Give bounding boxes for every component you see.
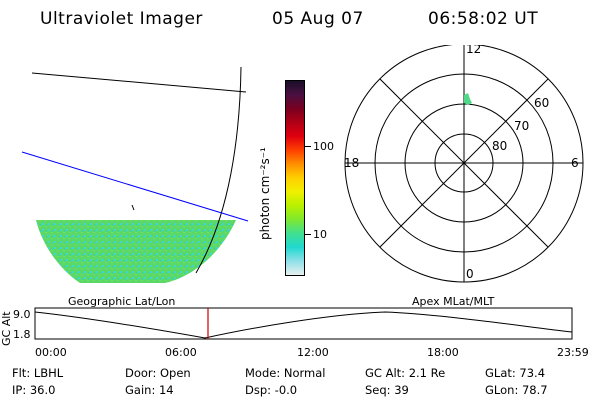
observation-time: 06:58:02 UT — [428, 9, 539, 29]
dsp-value: Dsp: -0.0 — [245, 383, 298, 397]
altitude-ylabel: GC Alt — [0, 311, 13, 346]
uv-swath — [36, 220, 236, 283]
instrument-title: Ultraviolet Imager — [40, 9, 203, 29]
coastline-mark — [131, 204, 135, 211]
xtick-1200: 12:00 — [297, 346, 329, 359]
seq-value: Seq: 39 — [365, 383, 409, 397]
lat-label-80: 80 — [492, 139, 507, 153]
glon-value: GLon: 78.7 — [485, 383, 548, 397]
colorbar-tick-10: 10 — [313, 228, 327, 241]
colorbar-tick-100: 100 — [313, 140, 334, 153]
geographic-caption: Geographic Lat/Lon — [68, 295, 176, 308]
xtick-0000: 00:00 — [35, 346, 67, 359]
longitude-grid-line — [195, 66, 242, 274]
altitude-timeline-plot: 9.0 1.8 GC Alt — [0, 307, 573, 346]
auroral-spot — [464, 93, 472, 105]
latitude-grid-line — [31, 72, 247, 93]
lat-label-70: 70 — [514, 119, 529, 133]
door-value: Door: Open — [125, 366, 191, 380]
geographic-image-panel — [21, 66, 249, 283]
glat-value: GLat: 73.4 — [485, 366, 546, 380]
gain-value: Gain: 14 — [125, 383, 174, 397]
gc-alt-value: GC Alt: 2.1 Re — [365, 366, 446, 380]
colorbar — [285, 80, 305, 276]
ip-value: IP: 36.0 — [12, 383, 56, 397]
observation-date: 05 Aug 07 — [272, 9, 364, 29]
terminator-line — [21, 151, 249, 222]
apex-caption: Apex MLat/MLT — [412, 295, 495, 308]
ytick-9-0: 9.0 — [13, 308, 31, 321]
colorbar-tick — [305, 234, 311, 235]
mode-value: Mode: Normal — [245, 366, 326, 380]
xtick-2359: 23:59 — [557, 346, 589, 359]
mlt-label-12: 12 — [466, 45, 481, 56]
lat-label-60: 60 — [534, 96, 549, 110]
mlt-label-18: 18 — [344, 156, 359, 170]
mlt-label-6: 6 — [571, 156, 579, 170]
xtick-1800: 18:00 — [427, 346, 459, 359]
ytick-1-8: 1.8 — [13, 328, 31, 341]
colorbar-unit-label: photon cm⁻²s⁻¹ — [258, 147, 272, 240]
altitude-curve — [34, 311, 573, 339]
polar-mlat-mlt-plot: 12 18 6 0 60 70 80 — [344, 45, 584, 283]
colorbar-tick — [305, 146, 311, 147]
xtick-0600: 06:00 — [165, 346, 197, 359]
filter-value: Flt: LBHL — [12, 366, 64, 380]
mlt-label-0: 0 — [466, 267, 474, 281]
